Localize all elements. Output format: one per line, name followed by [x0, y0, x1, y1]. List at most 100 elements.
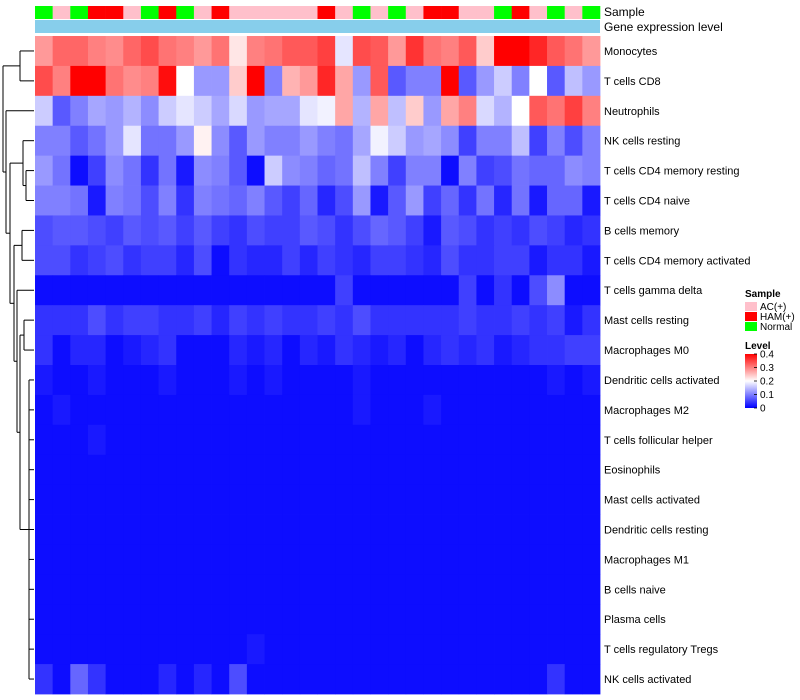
- heatmap-cell: [582, 275, 601, 306]
- heatmap-cell: [405, 155, 424, 186]
- heatmap-cell: [370, 664, 389, 695]
- heatmap-cell: [264, 36, 283, 67]
- heatmap-cell: [582, 424, 601, 456]
- sample-annotation-cell: [529, 6, 548, 19]
- sample-annotation-cell: [35, 6, 53, 19]
- heatmap-cell: [87, 394, 107, 426]
- heatmap-cell: [317, 185, 336, 216]
- heatmap-cell: [582, 365, 601, 396]
- heatmap-cell: [193, 275, 212, 306]
- heatmap-cell: [458, 36, 477, 67]
- heatmap-cell: [405, 664, 424, 695]
- heatmap-cell: [582, 305, 601, 336]
- sample-legend-label: Normal: [760, 322, 792, 333]
- heatmap-cell: [564, 664, 583, 695]
- heatmap-cell: [564, 514, 583, 545]
- heatmap-cell: [211, 574, 230, 605]
- heatmap-cell: [317, 335, 336, 366]
- heatmap-cell: [52, 634, 71, 665]
- heatmap-cell: [105, 215, 124, 246]
- heatmap-cell: [105, 664, 124, 695]
- row-label: B cells memory: [604, 225, 680, 237]
- heatmap-cell: [476, 604, 495, 635]
- row-label: T cells gamma delta: [604, 285, 703, 297]
- heatmap-cell: [158, 275, 177, 306]
- heatmap-cell: [87, 215, 107, 246]
- heatmap-cell: [441, 185, 460, 216]
- heatmap-cell: [87, 484, 107, 515]
- heatmap-cell: [511, 604, 530, 635]
- heatmap-cell: [211, 335, 230, 366]
- heatmap-cell: [370, 155, 389, 186]
- heatmap-cell: [370, 335, 389, 366]
- heatmap-cell: [564, 245, 583, 276]
- heatmap-cell: [158, 65, 177, 97]
- heatmap-cell: [70, 365, 89, 396]
- heatmap-cell: [370, 394, 389, 426]
- heatmap-cell: [370, 95, 389, 127]
- heatmap-cell: [547, 365, 566, 396]
- heatmap-cell: [388, 544, 407, 575]
- heatmap-cell: [229, 185, 248, 216]
- heatmap-cell: [35, 604, 54, 635]
- heatmap-cell: [87, 634, 107, 665]
- row-label: B cells naive: [604, 584, 666, 596]
- heatmap-cell: [405, 215, 424, 246]
- heatmap-cell: [352, 36, 371, 67]
- heatmap-cell: [246, 185, 265, 216]
- heatmap-cell: [299, 424, 318, 456]
- heatmap-cell: [494, 185, 513, 216]
- heatmap-cell: [441, 335, 460, 366]
- heatmap-cell: [193, 365, 212, 396]
- heatmap-cell: [140, 185, 159, 216]
- heatmap-cell: [547, 185, 566, 216]
- heatmap-cell: [193, 574, 212, 605]
- heatmap-cell: [335, 155, 354, 186]
- heatmap-cell: [35, 305, 54, 336]
- heatmap-cell: [282, 394, 301, 426]
- heatmap-cell: [423, 574, 442, 605]
- heatmap-cell: [105, 544, 124, 575]
- heatmap-cell: [176, 514, 195, 545]
- heatmap-cell: [123, 634, 142, 665]
- heatmap-cell: [193, 155, 212, 186]
- heatmap-cell: [211, 544, 230, 575]
- heatmap-cell: [458, 454, 477, 486]
- heatmap-cell: [335, 544, 354, 575]
- heatmap-cell: [317, 394, 336, 426]
- heatmap-cell: [87, 95, 107, 127]
- row-label: T cells follicular helper: [604, 435, 713, 447]
- heatmap-cell: [193, 634, 212, 665]
- heatmap-cell: [176, 604, 195, 635]
- heatmap-cell: [246, 544, 265, 575]
- heatmap-cell: [299, 155, 318, 186]
- heatmap-cell: [193, 125, 212, 157]
- heatmap-cell: [511, 335, 530, 366]
- heatmap-cell: [229, 634, 248, 665]
- heatmap-cell: [582, 394, 601, 426]
- heatmap-cell: [35, 664, 54, 695]
- heatmap-cell: [476, 245, 495, 276]
- heatmap-cell: [176, 275, 195, 306]
- heatmap-cell: [176, 155, 195, 186]
- heatmap-cell: [529, 424, 548, 456]
- heatmap-cell: [264, 275, 283, 306]
- heatmap-cell: [476, 454, 495, 486]
- heatmap-cell: [105, 65, 124, 97]
- heatmap-cell: [87, 36, 107, 67]
- heatmap-cell: [564, 95, 583, 127]
- heatmap-cell: [547, 604, 566, 635]
- heatmap-cell: [529, 664, 548, 695]
- heatmap-cell: [264, 155, 283, 186]
- heatmap-cell: [158, 454, 177, 486]
- heatmap-cell: [582, 335, 601, 366]
- heatmap-cell: [176, 365, 195, 396]
- heatmap-cell: [105, 604, 124, 635]
- level-tick-label: 0.3: [760, 363, 774, 374]
- heatmap-cell: [282, 36, 301, 67]
- heatmap-cell: [476, 65, 495, 97]
- sample-annotation-cell: [140, 6, 159, 19]
- heatmap-cell: [176, 335, 195, 366]
- heatmap-cell: [405, 424, 424, 456]
- heatmap-cell: [211, 305, 230, 336]
